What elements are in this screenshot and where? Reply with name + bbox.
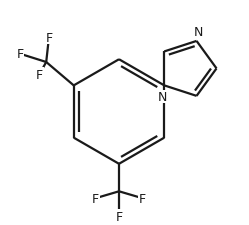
Text: F: F	[116, 210, 123, 223]
Text: N: N	[193, 26, 203, 39]
Text: F: F	[36, 69, 43, 81]
Text: F: F	[16, 48, 24, 61]
Text: F: F	[92, 192, 99, 205]
Text: N: N	[158, 90, 168, 103]
Text: F: F	[45, 32, 53, 45]
Text: F: F	[139, 192, 146, 205]
